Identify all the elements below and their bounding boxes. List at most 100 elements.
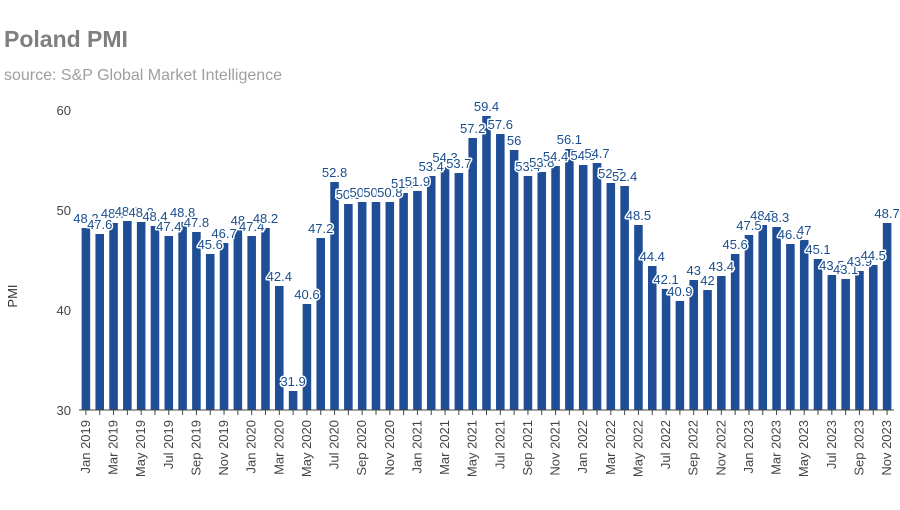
data-label: 50.8 — [350, 185, 375, 200]
x-tick-label: Jan 2023 — [741, 420, 756, 474]
data-label: 48.7 — [101, 206, 126, 221]
x-tick-label: May 2019 — [133, 420, 148, 477]
chart-subtitle: source: S&P Global Market Intelligence — [4, 67, 283, 84]
data-label: 45.6 — [198, 237, 223, 252]
bar — [592, 163, 602, 410]
x-tick-label: Jul 2023 — [824, 420, 839, 469]
bar — [799, 240, 809, 410]
data-label: 48.2 — [253, 211, 278, 226]
data-label: 48.3 — [764, 210, 789, 225]
x-tick-label: Nov 2021 — [548, 420, 563, 476]
data-label: 43 — [686, 263, 700, 278]
x-tick-label: Nov 2020 — [382, 420, 397, 476]
x-tick-label: Jan 2020 — [244, 420, 259, 474]
data-label: 56.1 — [557, 132, 582, 147]
data-label: 48.8 — [170, 205, 195, 220]
bar — [247, 236, 256, 410]
bar — [647, 266, 657, 410]
data-label: 53.4 — [419, 159, 444, 174]
bar — [661, 289, 671, 410]
data-label: 31.9 — [280, 374, 305, 389]
bar — [634, 225, 643, 410]
bar — [606, 183, 616, 410]
data-label: 51.7 — [391, 176, 416, 191]
x-tick-label: Sep 2021 — [520, 420, 535, 476]
x-axis-ticks: Jan 2019 Mar 2019 May 2019 Jul 2019 Sep 2019… — [78, 410, 894, 477]
bar — [205, 254, 215, 410]
bar — [330, 182, 339, 410]
x-tick-label: Jan 2021 — [409, 420, 424, 474]
bar — [509, 150, 519, 410]
y-tick-label: 50 — [57, 203, 71, 218]
data-label: 47.4 — [239, 219, 264, 234]
data-label: 40.9 — [667, 284, 692, 299]
bar — [758, 225, 768, 410]
data-label: 47.4 — [156, 219, 181, 234]
bar — [730, 254, 740, 410]
y-axis-label: PMI — [5, 284, 20, 307]
bar — [136, 222, 146, 410]
data-label: 47.5 — [736, 218, 761, 233]
bar — [178, 222, 187, 410]
data-label: 50.8 — [363, 185, 388, 200]
bar — [882, 223, 892, 410]
x-tick-label: Mar 2023 — [769, 420, 784, 475]
x-tick-label: Sep 2022 — [686, 420, 701, 476]
data-label: 53.7 — [446, 156, 471, 171]
x-tick-label: May 2021 — [465, 420, 480, 477]
bar — [717, 276, 726, 410]
x-tick-label: Nov 2022 — [713, 420, 728, 476]
bars — [81, 116, 892, 410]
bar — [164, 236, 174, 410]
data-label: 59.4 — [474, 99, 499, 114]
bar — [344, 204, 353, 410]
bar — [371, 202, 381, 410]
x-tick-label: Nov 2019 — [216, 420, 231, 476]
bar — [565, 149, 574, 410]
x-tick-label: Mar 2021 — [437, 420, 452, 475]
x-tick-label: Jul 2019 — [161, 420, 176, 469]
bar — [523, 176, 533, 410]
bar — [744, 235, 754, 410]
data-label: 46.6 — [778, 227, 803, 242]
x-tick-label: Mar 2022 — [603, 420, 618, 475]
data-label: 51.9 — [405, 174, 430, 189]
data-label: 48.7 — [874, 206, 899, 221]
bar — [689, 280, 698, 410]
data-label: 46.7 — [211, 226, 236, 241]
x-tick-label: Jul 2022 — [658, 420, 673, 469]
x-tick-label: May 2022 — [630, 420, 645, 477]
bar — [109, 223, 118, 410]
data-label: 43.9 — [847, 254, 872, 269]
data-label: 57.2 — [460, 121, 485, 136]
data-label: 42.4 — [267, 269, 292, 284]
x-tick-label: Sep 2023 — [851, 420, 866, 476]
bar — [703, 290, 712, 410]
data-label: 52.4 — [612, 169, 637, 184]
data-label: 48.5 — [626, 208, 651, 223]
bar — [468, 138, 477, 410]
data-labels: 48.247.648.748.948.848.447.448.847.845.6… — [72, 98, 900, 391]
bar — [868, 265, 878, 410]
data-label: 48.5 — [750, 208, 775, 223]
x-tick-label: May 2023 — [796, 420, 811, 477]
bar — [537, 172, 547, 410]
chart-title: Poland PMI — [4, 26, 128, 52]
bar — [454, 173, 464, 410]
x-tick-label: Mar 2019 — [106, 420, 121, 475]
bar — [316, 238, 326, 410]
data-label: 44.4 — [640, 249, 665, 264]
bar — [288, 391, 298, 410]
y-tick-label: 30 — [57, 403, 71, 418]
data-label: 54.7 — [584, 146, 609, 161]
x-tick-label: Jan 2019 — [78, 420, 93, 474]
data-label: 48.9 — [115, 204, 140, 219]
data-label: 47.6 — [87, 217, 112, 232]
bar — [426, 176, 436, 410]
data-label: 48.8 — [129, 205, 154, 220]
data-label: 48.2 — [73, 211, 98, 226]
bar — [95, 234, 105, 410]
data-label: 42 — [700, 273, 714, 288]
data-label: 48 — [231, 213, 245, 228]
